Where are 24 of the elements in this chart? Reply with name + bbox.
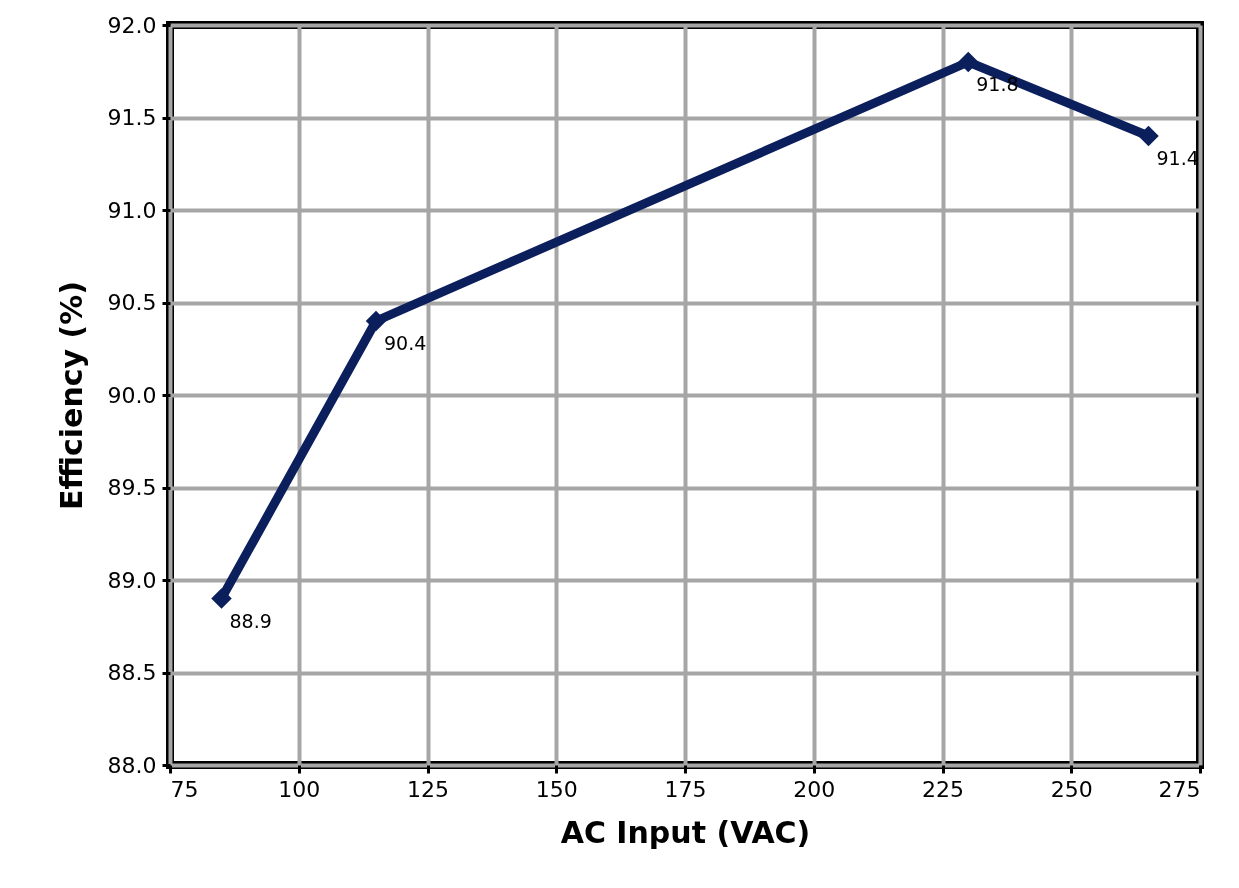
y-tick-label: 88.5 [107,660,157,685]
y-tick-label: 89.5 [107,475,157,500]
x-tick-label: 175 [664,776,707,802]
x-tick-label: 75 [170,776,199,802]
data-label: 91.4 [1156,147,1199,169]
y-tick-label: 91.5 [107,105,157,130]
y-tick-label: 90.0 [107,382,157,408]
x-tick-label: 200 [793,776,836,802]
x-tick-label: 125 [407,776,449,802]
x-tick-label: 150 [535,776,578,802]
y-tick-label: 92.0 [107,12,157,38]
data-label: 91.8 [976,73,1019,95]
x-tick-label: 275 [1158,776,1201,802]
y-tick-label: 90.5 [107,290,157,315]
x-tick-label: 225 [922,776,964,802]
y-tick-label: 91.0 [107,197,157,223]
x-tick-label: 250 [1050,776,1093,802]
data-label: 88.9 [229,609,272,632]
data-label: 90.4 [384,332,427,354]
y-tick-label: 89.0 [107,567,157,593]
y-axis-title: Efficiency (%) [53,281,89,510]
y-tick-label: 88.0 [107,752,157,778]
x-axis-title: AC Input (VAC) [560,814,811,850]
x-tick-label: 100 [278,776,321,802]
